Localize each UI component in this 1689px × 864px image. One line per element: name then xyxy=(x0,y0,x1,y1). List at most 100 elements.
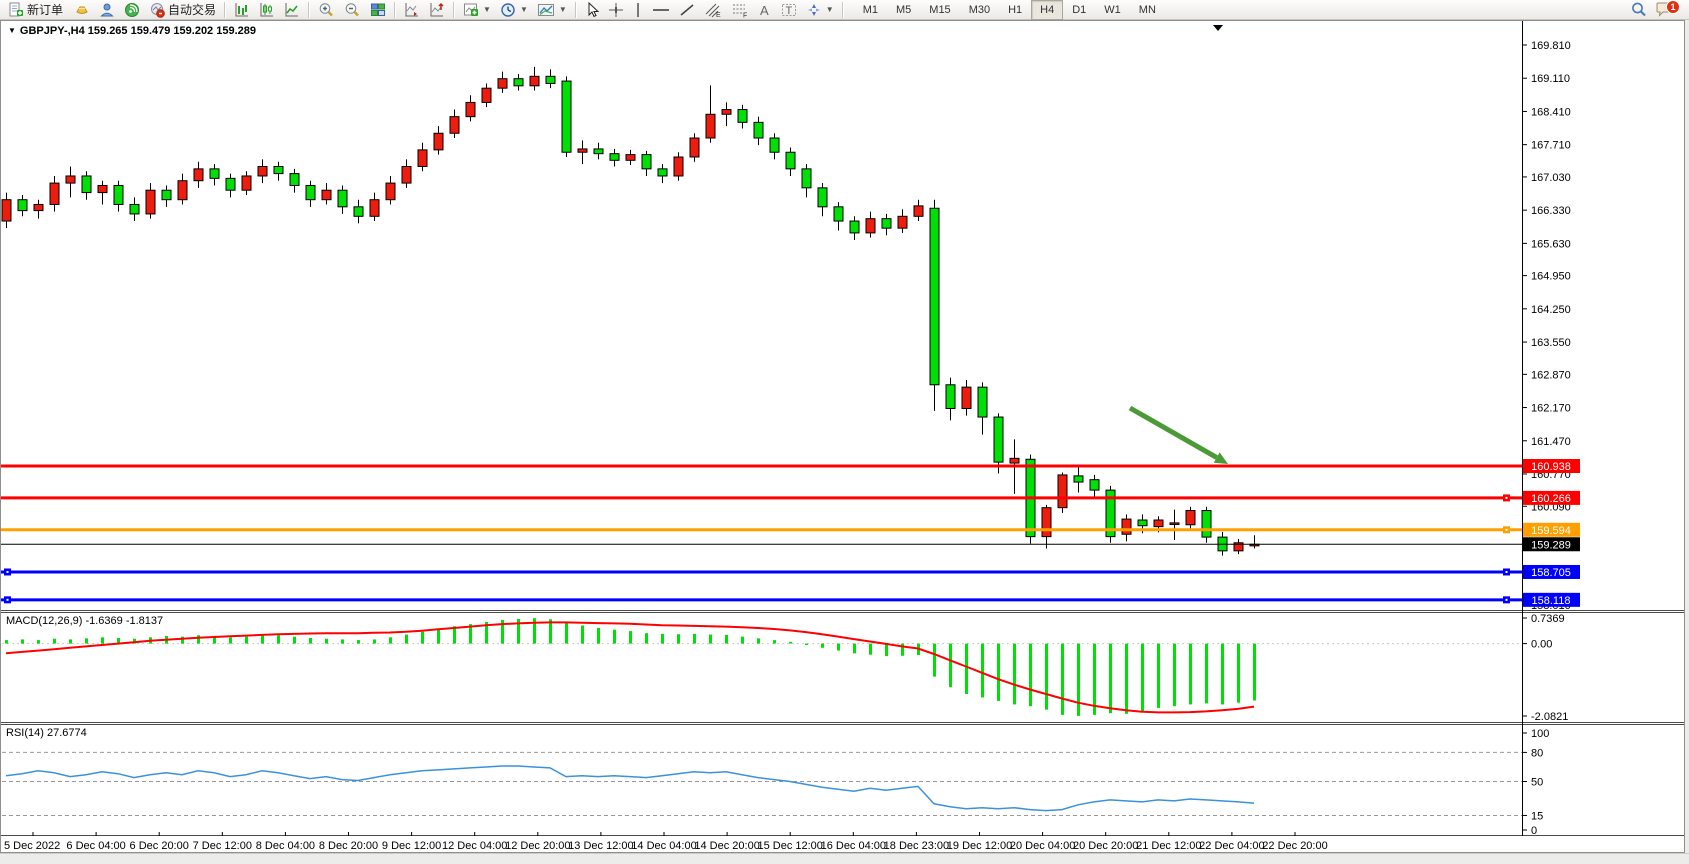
fibonacci-tool-button[interactable]: F xyxy=(727,0,753,20)
label-tool-button[interactable]: T xyxy=(777,0,801,20)
tab-timeframe-m1[interactable]: M1 xyxy=(862,3,878,16)
crosshair-tool-button[interactable] xyxy=(604,0,628,20)
trendline-tool-button[interactable] xyxy=(675,0,699,20)
svg-text:9 Dec 12:00: 9 Dec 12:00 xyxy=(382,840,441,852)
line-chart-mode-button[interactable] xyxy=(280,0,304,20)
trend-arrow-annotation[interactable] xyxy=(1128,405,1228,464)
chart-window[interactable] xyxy=(0,20,1685,853)
chart-shift-button[interactable] xyxy=(425,0,449,20)
tab-timeframe-m30[interactable]: M30 xyxy=(968,3,991,16)
bar-chart-mode-button[interactable] xyxy=(230,0,254,20)
templates-button[interactable]: ▼ xyxy=(533,0,571,20)
signals-button[interactable] xyxy=(120,0,144,20)
candle xyxy=(1233,542,1244,552)
auto-trading-button[interactable]: 自动交易 xyxy=(145,0,220,20)
cursor-tool-button[interactable] xyxy=(581,0,603,20)
svg-text:7 Dec 12:00: 7 Dec 12:00 xyxy=(193,840,252,852)
svg-text:160.266: 160.266 xyxy=(1531,493,1571,505)
price-level-badge xyxy=(1523,459,1580,474)
svg-text:160.938: 160.938 xyxy=(1531,461,1571,473)
candle xyxy=(289,173,300,186)
symbol-dropdown-icon[interactable]: ▼ xyxy=(8,26,16,35)
svg-text:12 Dec 20:00: 12 Dec 20:00 xyxy=(505,840,570,852)
svg-text:15 Dec 12:00: 15 Dec 12:00 xyxy=(757,840,822,852)
candle xyxy=(497,78,508,89)
candle xyxy=(81,175,92,194)
svg-text:161.470: 161.470 xyxy=(1531,436,1571,448)
horizontal-line-tool-button[interactable] xyxy=(648,0,674,20)
notifications-button[interactable]: 1 xyxy=(1651,0,1680,20)
svg-text:22 Dec 20:00: 22 Dec 20:00 xyxy=(1262,840,1327,852)
svg-text:168.410: 168.410 xyxy=(1531,106,1571,118)
svg-text:F: F xyxy=(743,12,747,18)
tile-windows-button[interactable] xyxy=(366,0,390,20)
search-button[interactable] xyxy=(1626,0,1651,20)
svg-text:16 Dec 04:00: 16 Dec 04:00 xyxy=(821,840,886,852)
tab-timeframe-m5[interactable]: M5 xyxy=(896,3,912,16)
zoom-in-button[interactable] xyxy=(314,0,339,20)
candle xyxy=(1105,489,1116,538)
candle xyxy=(689,137,700,158)
svg-text:-2.0821: -2.0821 xyxy=(1531,711,1568,723)
community-button[interactable] xyxy=(95,0,119,20)
periods-button[interactable]: ▼ xyxy=(496,0,532,20)
svg-text:6 Dec 20:00: 6 Dec 20:00 xyxy=(130,840,189,852)
tab-timeframe-d1[interactable]: D1 xyxy=(1072,3,1087,16)
price-level-badge xyxy=(1523,490,1580,505)
candle xyxy=(641,154,652,170)
tab-timeframe-w1[interactable]: W1 xyxy=(1104,3,1121,16)
chevron-down-icon: ▼ xyxy=(483,5,491,14)
tab-timeframe-mn[interactable]: MN xyxy=(1138,3,1156,16)
candle xyxy=(945,384,956,409)
candle xyxy=(241,175,252,191)
svg-text:162.170: 162.170 xyxy=(1531,403,1571,415)
candle xyxy=(193,168,204,182)
svg-text:158.118: 158.118 xyxy=(1532,595,1571,607)
tab-timeframe-h4[interactable]: H4 xyxy=(1031,0,1064,20)
candle xyxy=(161,189,172,201)
clock-icon xyxy=(500,2,516,18)
rsi-line xyxy=(5,765,1255,812)
svg-text:14 Dec 04:00: 14 Dec 04:00 xyxy=(631,840,696,852)
indicators-button[interactable]: ▼ xyxy=(459,0,495,20)
channel-tool-button[interactable]: E xyxy=(700,0,726,20)
toolbar-separator xyxy=(224,1,227,18)
candle xyxy=(369,199,380,217)
tab-timeframe-h1[interactable]: H1 xyxy=(1008,3,1023,16)
svg-text:0: 0 xyxy=(1531,825,1537,837)
rsi-axis: 100 80 50 15 0 xyxy=(2,728,1549,837)
crosshair-icon xyxy=(608,2,624,18)
svg-text:169.810: 169.810 xyxy=(1531,40,1571,52)
svg-text:13 Dec 12:00: 13 Dec 12:00 xyxy=(568,840,633,852)
tab-timeframe-m15[interactable]: M15 xyxy=(929,3,951,16)
candle xyxy=(673,156,684,177)
window-frame-right xyxy=(1685,20,1689,859)
candle xyxy=(33,203,44,212)
time-axis: 5 Dec 2022 6 Dec 04:00 6 Dec 20:00 7 Dec 12… xyxy=(4,832,1328,852)
svg-text:158.705: 158.705 xyxy=(1531,567,1571,579)
shift-marker-icon[interactable] xyxy=(1213,25,1223,31)
candle xyxy=(513,78,524,87)
candle xyxy=(65,175,76,184)
auto-scroll-button[interactable] xyxy=(400,0,424,20)
toolbar-separator xyxy=(574,1,577,18)
zoom-out-button[interactable] xyxy=(340,0,365,20)
notification-count-badge: 1 xyxy=(1666,0,1680,14)
svg-text:163.550: 163.550 xyxy=(1531,337,1571,349)
vertical-line-tool-button[interactable] xyxy=(629,0,647,20)
toolbar-separator xyxy=(453,1,456,18)
chevron-down-icon: ▼ xyxy=(558,5,567,14)
arrows-tool-button[interactable]: ▼ xyxy=(802,0,838,20)
svg-text:162.870: 162.870 xyxy=(1531,369,1571,381)
svg-text:20 Dec 04:00: 20 Dec 04:00 xyxy=(1010,840,1075,852)
toolbar-separator xyxy=(841,1,844,18)
chart-title: ▼ GBPJPY-,H4 159.265 159.479 159.202 159.… xyxy=(8,25,256,37)
new-order-button[interactable]: 新订单 xyxy=(4,0,67,20)
deposit-button[interactable] xyxy=(68,0,94,20)
auto-trading-icon xyxy=(149,2,165,18)
candlestick-mode-button[interactable] xyxy=(255,0,279,20)
text-tool-button[interactable]: A xyxy=(754,0,776,20)
candle xyxy=(753,121,764,139)
candle xyxy=(129,203,140,215)
